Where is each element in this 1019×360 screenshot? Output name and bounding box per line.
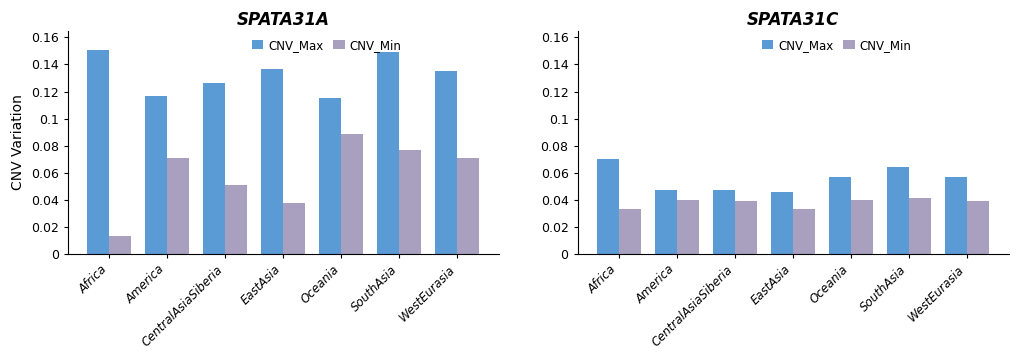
Bar [377, 52, 398, 254]
Bar [712, 190, 735, 254]
Bar [945, 177, 966, 254]
Title: SPATA31A: SPATA31A [236, 11, 329, 29]
Bar [457, 158, 479, 254]
Bar [654, 190, 677, 254]
Bar [203, 84, 225, 254]
Bar [145, 96, 167, 254]
Bar [597, 159, 619, 254]
Y-axis label: CNV Variation: CNV Variation [11, 94, 25, 190]
Bar [770, 192, 793, 254]
Bar [677, 200, 699, 254]
Bar [735, 201, 756, 254]
Bar [887, 167, 908, 254]
Bar [109, 237, 131, 254]
Bar [828, 177, 851, 254]
Bar [793, 209, 814, 254]
Bar [319, 98, 341, 254]
Bar [966, 201, 988, 254]
Bar [341, 134, 363, 254]
Bar [88, 50, 109, 254]
Bar [851, 200, 872, 254]
Legend: CNV_Max, CNV_Min: CNV_Max, CNV_Min [758, 37, 913, 54]
Bar [908, 198, 930, 254]
Bar [167, 158, 190, 254]
Bar [261, 68, 283, 254]
Title: SPATA31C: SPATA31C [746, 11, 839, 29]
Bar [283, 203, 305, 254]
Bar [225, 185, 248, 254]
Legend: CNV_Max, CNV_Min: CNV_Max, CNV_Min [249, 37, 404, 54]
Bar [398, 150, 421, 254]
Bar [435, 71, 457, 254]
Bar [619, 209, 641, 254]
